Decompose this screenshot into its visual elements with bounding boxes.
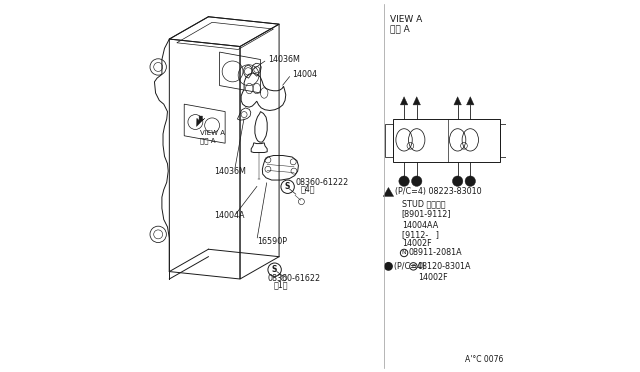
- Text: [9112-   ]: [9112- ]: [402, 230, 439, 239]
- Polygon shape: [383, 187, 394, 196]
- Text: 14002F: 14002F: [418, 273, 447, 282]
- Text: 14004AA: 14004AA: [402, 221, 438, 230]
- Circle shape: [465, 176, 476, 186]
- Text: (P/C=4) 08223-83010: (P/C=4) 08223-83010: [395, 187, 482, 196]
- Bar: [500, 124, 508, 157]
- Text: (P/C=4): (P/C=4): [394, 262, 427, 271]
- Text: B: B: [412, 264, 415, 269]
- Text: 14004A: 14004A: [214, 211, 244, 220]
- Text: （4）: （4）: [301, 184, 315, 193]
- Text: （1）: （1）: [273, 281, 287, 290]
- Text: 14036M: 14036M: [268, 55, 300, 64]
- Text: S: S: [272, 265, 277, 274]
- Text: VIEW A: VIEW A: [200, 130, 225, 136]
- Text: S: S: [285, 182, 291, 191]
- Text: VIEW A: VIEW A: [390, 15, 422, 24]
- Polygon shape: [467, 97, 474, 105]
- Text: N: N: [402, 250, 406, 256]
- Text: 矢視 A: 矢視 A: [200, 138, 216, 144]
- Text: A'°C 0076: A'°C 0076: [465, 355, 503, 364]
- Circle shape: [452, 176, 463, 186]
- Text: 14002F: 14002F: [402, 239, 431, 248]
- Circle shape: [399, 176, 410, 186]
- Text: 08120-8301A: 08120-8301A: [418, 262, 471, 271]
- Polygon shape: [454, 97, 461, 105]
- Polygon shape: [196, 116, 205, 126]
- Text: 08360-61222: 08360-61222: [296, 178, 349, 187]
- Text: 矢視 A: 矢視 A: [390, 24, 410, 33]
- Bar: [392, 119, 500, 162]
- Circle shape: [412, 176, 422, 186]
- Bar: [385, 124, 392, 157]
- Text: [8901-9112]: [8901-9112]: [402, 209, 451, 218]
- Polygon shape: [401, 97, 408, 105]
- Circle shape: [385, 263, 392, 270]
- Text: 08360-61622: 08360-61622: [268, 274, 321, 283]
- Text: 08911-2081A: 08911-2081A: [408, 248, 462, 257]
- Text: 14036M: 14036M: [214, 167, 246, 176]
- Polygon shape: [413, 97, 420, 105]
- Text: STUD スタッド: STUD スタッド: [402, 199, 445, 208]
- Text: 14004: 14004: [292, 70, 317, 79]
- Text: 16590P: 16590P: [257, 237, 287, 246]
